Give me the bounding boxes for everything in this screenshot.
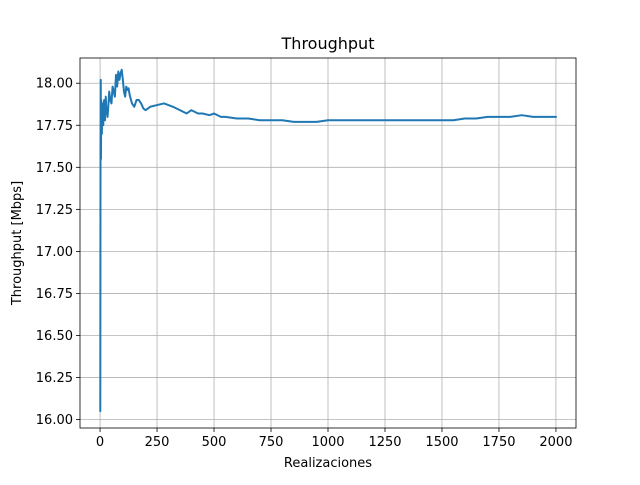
x-tick-label: 1750: [482, 435, 515, 450]
chart-title: Throughput: [281, 34, 375, 53]
y-tick-label: 16.50: [36, 329, 73, 344]
x-tick-label: 2000: [539, 435, 572, 450]
y-tick-label: 18.00: [36, 77, 73, 92]
y-axis-label: Throughput [Mbps]: [10, 181, 25, 306]
x-axis-label: Realizaciones: [284, 456, 372, 471]
x-tick-label: 750: [259, 435, 284, 450]
y-tick-label: 17.25: [36, 203, 73, 218]
x-tick-label: 1000: [311, 435, 344, 450]
x-tick-label: 500: [202, 435, 227, 450]
series-layer: [99, 68, 557, 413]
y-tick-label: 16.25: [36, 371, 73, 386]
x-tick-label: 1500: [425, 435, 458, 450]
y-tick-label: 17.75: [36, 119, 73, 134]
y-axis: 16.00 16.25 16.50 16.75 17.00 17.25 17.50 17.75…: [36, 77, 80, 428]
y-tick-label: 16.00: [36, 413, 73, 428]
x-tick-label: 250: [145, 435, 170, 450]
x-axis: 0 250 500 750 1000 1250 1500 1750 2000: [96, 428, 572, 450]
y-tick-label: 16.75: [36, 287, 73, 302]
x-tick-label: 0: [96, 435, 104, 450]
y-tick-label: 17.00: [36, 245, 73, 260]
y-tick-label: 17.50: [36, 161, 73, 176]
series-line: [99, 68, 557, 413]
x-tick-label: 1250: [368, 435, 401, 450]
